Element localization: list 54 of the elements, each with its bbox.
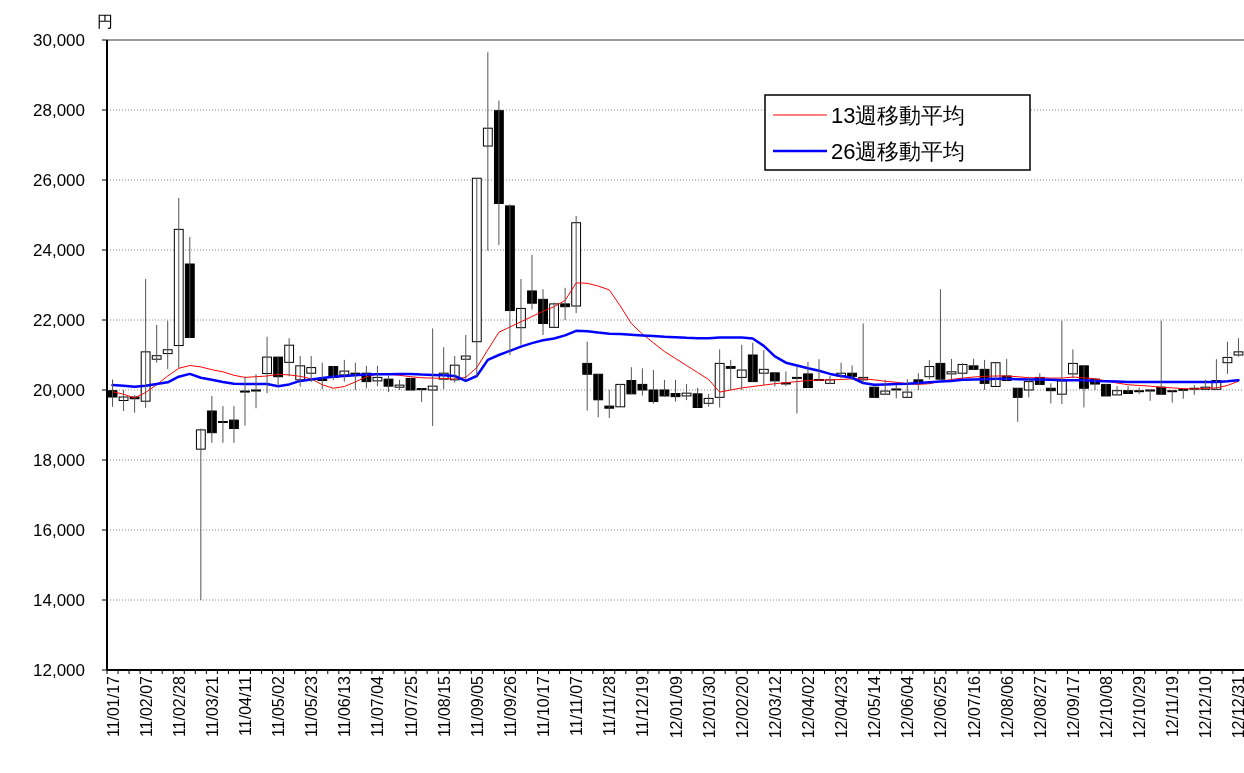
x-tick-label: 12/06/25: [932, 675, 950, 739]
x-tick-label: 11/06/13: [336, 675, 354, 738]
x-tick-label: 11/05/02: [270, 675, 288, 738]
x-tick-label: 11/07/04: [369, 675, 387, 738]
candlestick: [902, 378, 913, 398]
y-axis-title: 円: [97, 13, 113, 30]
x-tick-label: 11/03/21: [203, 675, 221, 738]
x-tick-label: 11/04/11: [236, 675, 254, 736]
y-tick-label: 24,000: [33, 241, 85, 260]
x-tick-label: 12/09/17: [1064, 675, 1082, 739]
x-tick-label: 12/06/04: [899, 675, 917, 739]
y-tick-label: 14,000: [33, 591, 85, 610]
x-tick-label: 11/11/07: [568, 675, 586, 736]
x-tick-label: 11/05/23: [303, 675, 321, 738]
y-tick-label: 20,000: [33, 381, 85, 400]
x-tick-label: 11/10/17: [535, 675, 553, 738]
x-tick-label: 12/01/09: [667, 675, 685, 739]
x-tick-label: 12/08/27: [1031, 675, 1049, 739]
y-tick-label: 30,000: [33, 31, 85, 50]
y-tick-label: 18,000: [33, 451, 85, 470]
x-tick-label: 12/04/23: [833, 675, 851, 739]
x-tick-label: 11/11/28: [601, 675, 619, 736]
candlestick: [471, 177, 482, 378]
candlestick: [1222, 341, 1233, 375]
x-tick-label: 11/08/15: [435, 675, 453, 738]
legend-label: 26週移動平均: [831, 139, 966, 164]
x-tick-label: 12/03/12: [766, 675, 784, 739]
x-tick-label: 12/10/08: [1098, 675, 1116, 739]
x-tick-label: 12/12/31: [1230, 675, 1244, 739]
legend-label: 13週移動平均: [831, 103, 966, 128]
x-tick-label: 12/07/16: [965, 675, 983, 739]
x-tick-label: 12/10/29: [1131, 675, 1149, 739]
x-tick-label: 12/11/19: [1164, 675, 1182, 738]
x-tick-label: 12/08/06: [998, 675, 1016, 739]
y-tick-label: 26,000: [33, 171, 85, 190]
y-tick-label: 22,000: [33, 311, 85, 330]
y-tick-label: 16,000: [33, 521, 85, 540]
x-tick-label: 12/05/14: [866, 675, 884, 739]
x-tick-label: 12/02/20: [733, 675, 751, 739]
x-tick-label: 11/09/26: [501, 675, 519, 738]
x-tick-label: 11/02/28: [170, 675, 188, 738]
x-tick-label: 12/04/02: [799, 675, 817, 739]
x-tick-label: 11/07/25: [402, 675, 420, 738]
candlestick: [460, 334, 471, 381]
x-tick-label: 11/12/19: [634, 675, 652, 738]
candlestick: [162, 320, 173, 370]
x-tick-label: 11/09/05: [468, 675, 486, 738]
x-tick-label: 12/12/10: [1197, 675, 1215, 739]
y-tick-label: 28,000: [33, 101, 85, 120]
y-tick-label: 12,000: [33, 661, 85, 680]
x-tick-label: 11/02/07: [137, 675, 155, 738]
candlestick: [1233, 337, 1244, 358]
x-tick-label: 11/01/17: [104, 675, 122, 738]
x-tick-label: 12/01/30: [700, 675, 718, 739]
